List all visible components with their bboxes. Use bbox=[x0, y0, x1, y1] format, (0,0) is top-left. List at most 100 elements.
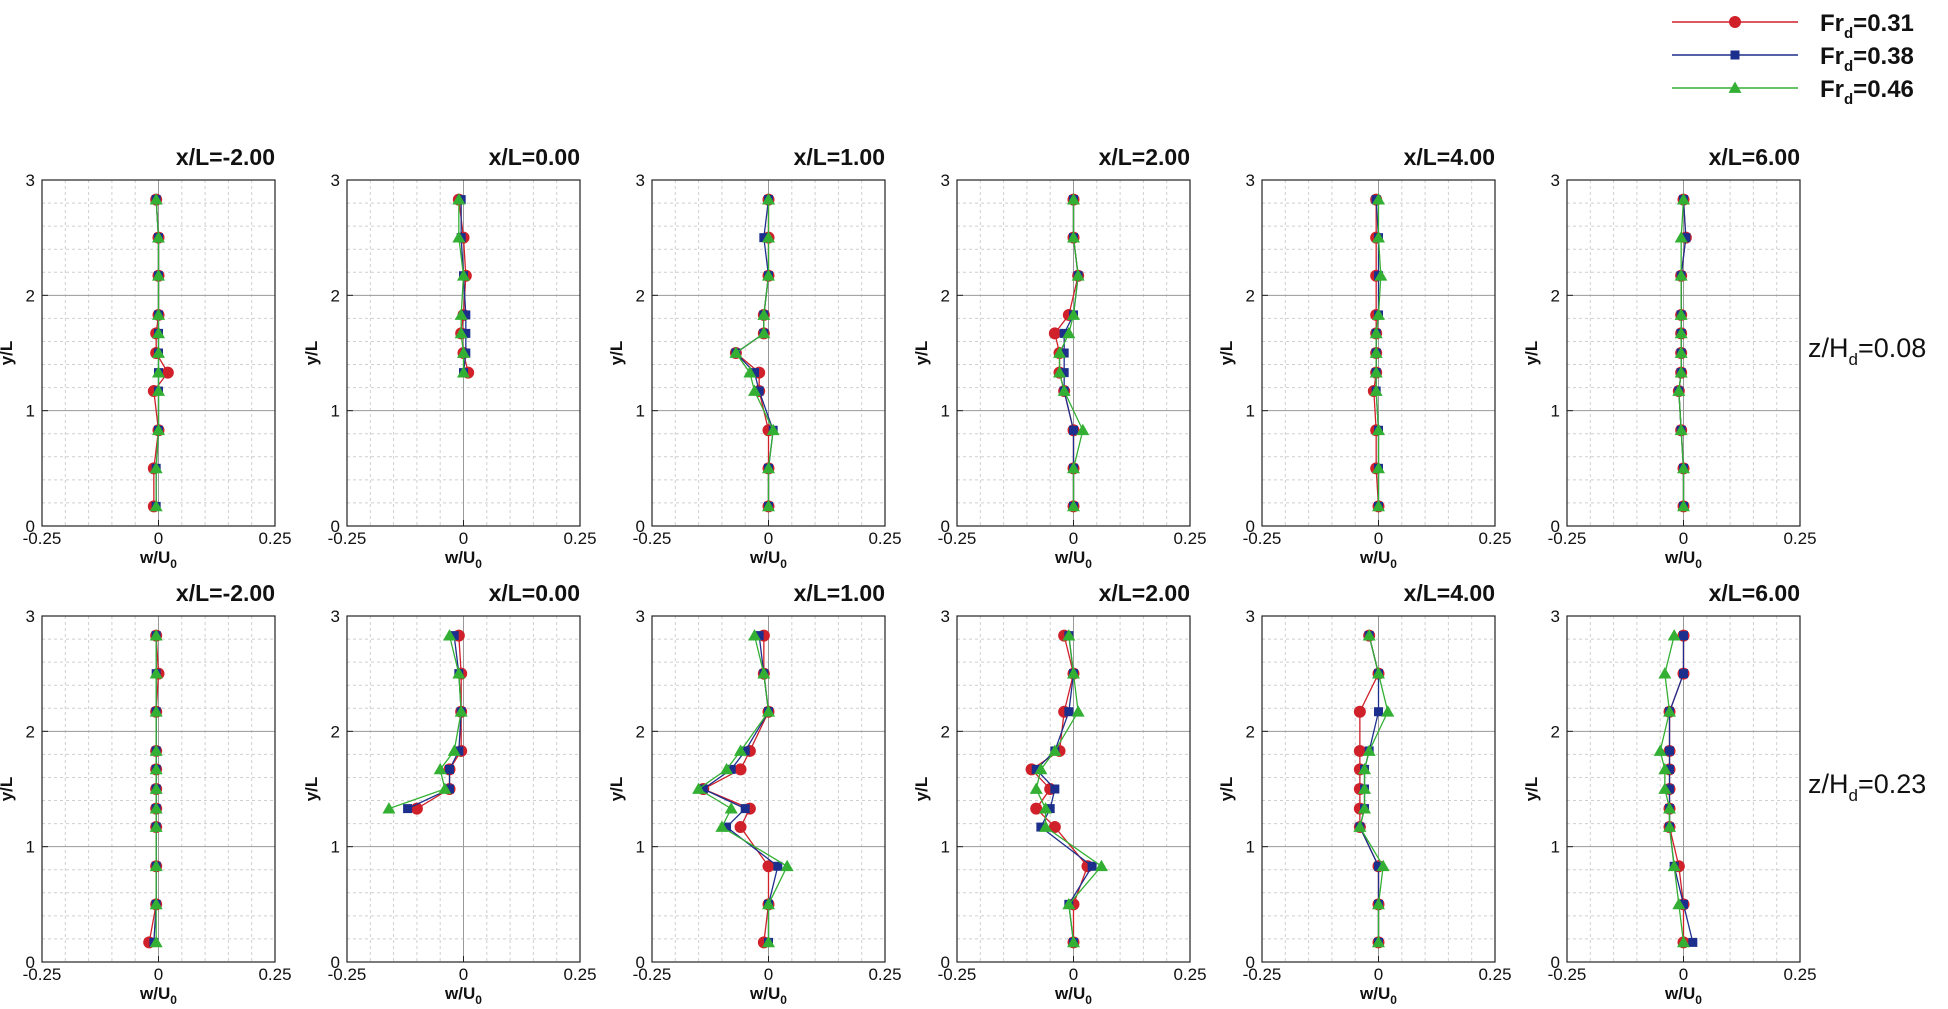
data-point bbox=[1362, 744, 1376, 756]
data-point bbox=[1688, 937, 1698, 947]
data-point bbox=[149, 802, 163, 814]
y-tick-label: 0 bbox=[1246, 953, 1255, 972]
y-tick-label: 2 bbox=[1246, 286, 1255, 305]
x-tick-label: 0.25 bbox=[1173, 965, 1206, 984]
data-point bbox=[454, 746, 464, 756]
y-tick-label: 3 bbox=[941, 171, 950, 190]
x-axis-label: w/U0 bbox=[139, 984, 177, 1007]
y-tick-label: 2 bbox=[941, 722, 950, 741]
data-point bbox=[1048, 744, 1062, 756]
data-point bbox=[1372, 897, 1385, 910]
x-tick-label: 0.25 bbox=[868, 529, 901, 548]
x-tick-label: 0 bbox=[154, 529, 163, 548]
data-point bbox=[1069, 425, 1078, 435]
y-tick-label: 3 bbox=[331, 607, 340, 626]
x-tick-label: -0.25 bbox=[328, 529, 367, 548]
data-point bbox=[1674, 366, 1688, 378]
y-tick-label: 0 bbox=[26, 953, 35, 972]
data-point bbox=[1374, 269, 1388, 281]
x-axis-label: w/U0 bbox=[444, 984, 482, 1007]
data-point bbox=[754, 386, 764, 396]
data-point bbox=[1372, 499, 1385, 512]
y-tick-label: 3 bbox=[941, 607, 950, 626]
y-tick-label: 2 bbox=[26, 286, 35, 305]
x-tick-label: 0 bbox=[764, 965, 773, 984]
data-point bbox=[454, 705, 468, 717]
row-labels: z/Hd=0.08 z/Hd=0.23 bbox=[1808, 333, 1926, 805]
y-tick-label: 2 bbox=[331, 722, 340, 741]
data-point bbox=[1034, 762, 1048, 775]
y-tick-label: 3 bbox=[1246, 607, 1255, 626]
data-point bbox=[1658, 667, 1672, 679]
y-axis-label: y/L bbox=[1217, 341, 1236, 366]
data-point bbox=[1057, 384, 1071, 396]
data-point bbox=[1674, 326, 1688, 339]
data-point bbox=[1372, 193, 1385, 205]
x-axis-label: w/U0 bbox=[1664, 984, 1702, 1007]
data-point bbox=[1674, 346, 1688, 358]
x-tick-label: 0.25 bbox=[1783, 529, 1816, 548]
data-point bbox=[152, 231, 165, 243]
data-point bbox=[1064, 707, 1074, 717]
x-tick-label: 0 bbox=[1069, 965, 1078, 984]
y-axis-label: y/L bbox=[302, 777, 321, 802]
data-point bbox=[762, 705, 775, 717]
data-point bbox=[1663, 705, 1677, 717]
x-axis-label: w/U0 bbox=[749, 984, 787, 1007]
y-tick-label: 2 bbox=[636, 286, 645, 305]
y-tick-label: 3 bbox=[1551, 171, 1560, 190]
data-point bbox=[452, 231, 466, 243]
data-point bbox=[1031, 764, 1041, 774]
x-axis-label: w/U0 bbox=[1664, 548, 1702, 571]
y-tick-label: 2 bbox=[636, 722, 645, 741]
data-point bbox=[1059, 328, 1069, 338]
x-tick-label: 0.25 bbox=[1478, 529, 1511, 548]
y-tick-label: 3 bbox=[1551, 607, 1560, 626]
data-point bbox=[1062, 897, 1076, 910]
x-tick-label: 0 bbox=[1374, 529, 1383, 548]
data-point bbox=[748, 384, 762, 396]
data-point bbox=[445, 784, 455, 794]
x-tick-label: -0.25 bbox=[633, 965, 672, 984]
data-point bbox=[433, 762, 447, 775]
data-point bbox=[1376, 859, 1390, 872]
data-point bbox=[1053, 366, 1067, 378]
series-line bbox=[701, 635, 779, 943]
data-point bbox=[1729, 16, 1741, 28]
data-point bbox=[1067, 231, 1080, 243]
x-axis-label: w/U0 bbox=[139, 548, 177, 571]
data-point bbox=[762, 935, 775, 948]
data-point bbox=[724, 802, 738, 814]
panel-title: x/L=2.00 bbox=[1099, 580, 1190, 606]
data-point bbox=[762, 193, 775, 205]
y-tick-label: 3 bbox=[1246, 171, 1255, 190]
data-point bbox=[740, 746, 750, 756]
data-point bbox=[773, 861, 783, 871]
x-tick-label: 0.25 bbox=[1783, 965, 1816, 984]
panel-title: x/L=6.00 bbox=[1709, 144, 1800, 170]
data-point bbox=[149, 762, 163, 775]
data-point bbox=[1372, 461, 1385, 474]
x-tick-label: -0.25 bbox=[1548, 529, 1587, 548]
series-line bbox=[697, 635, 788, 943]
data-point bbox=[1036, 822, 1046, 832]
y-tick-label: 0 bbox=[331, 953, 340, 972]
x-tick-label: -0.25 bbox=[938, 965, 977, 984]
data-point bbox=[743, 366, 757, 378]
panel-title: x/L=-2.00 bbox=[176, 580, 275, 606]
data-point bbox=[780, 859, 794, 872]
x-tick-label: -0.25 bbox=[1548, 965, 1587, 984]
data-point bbox=[1663, 820, 1677, 832]
y-tick-label: 1 bbox=[26, 402, 35, 421]
y-tick-label: 1 bbox=[26, 838, 35, 857]
data-point bbox=[1369, 366, 1383, 378]
data-point bbox=[1381, 705, 1395, 717]
y-axis-label: y/L bbox=[0, 777, 16, 802]
